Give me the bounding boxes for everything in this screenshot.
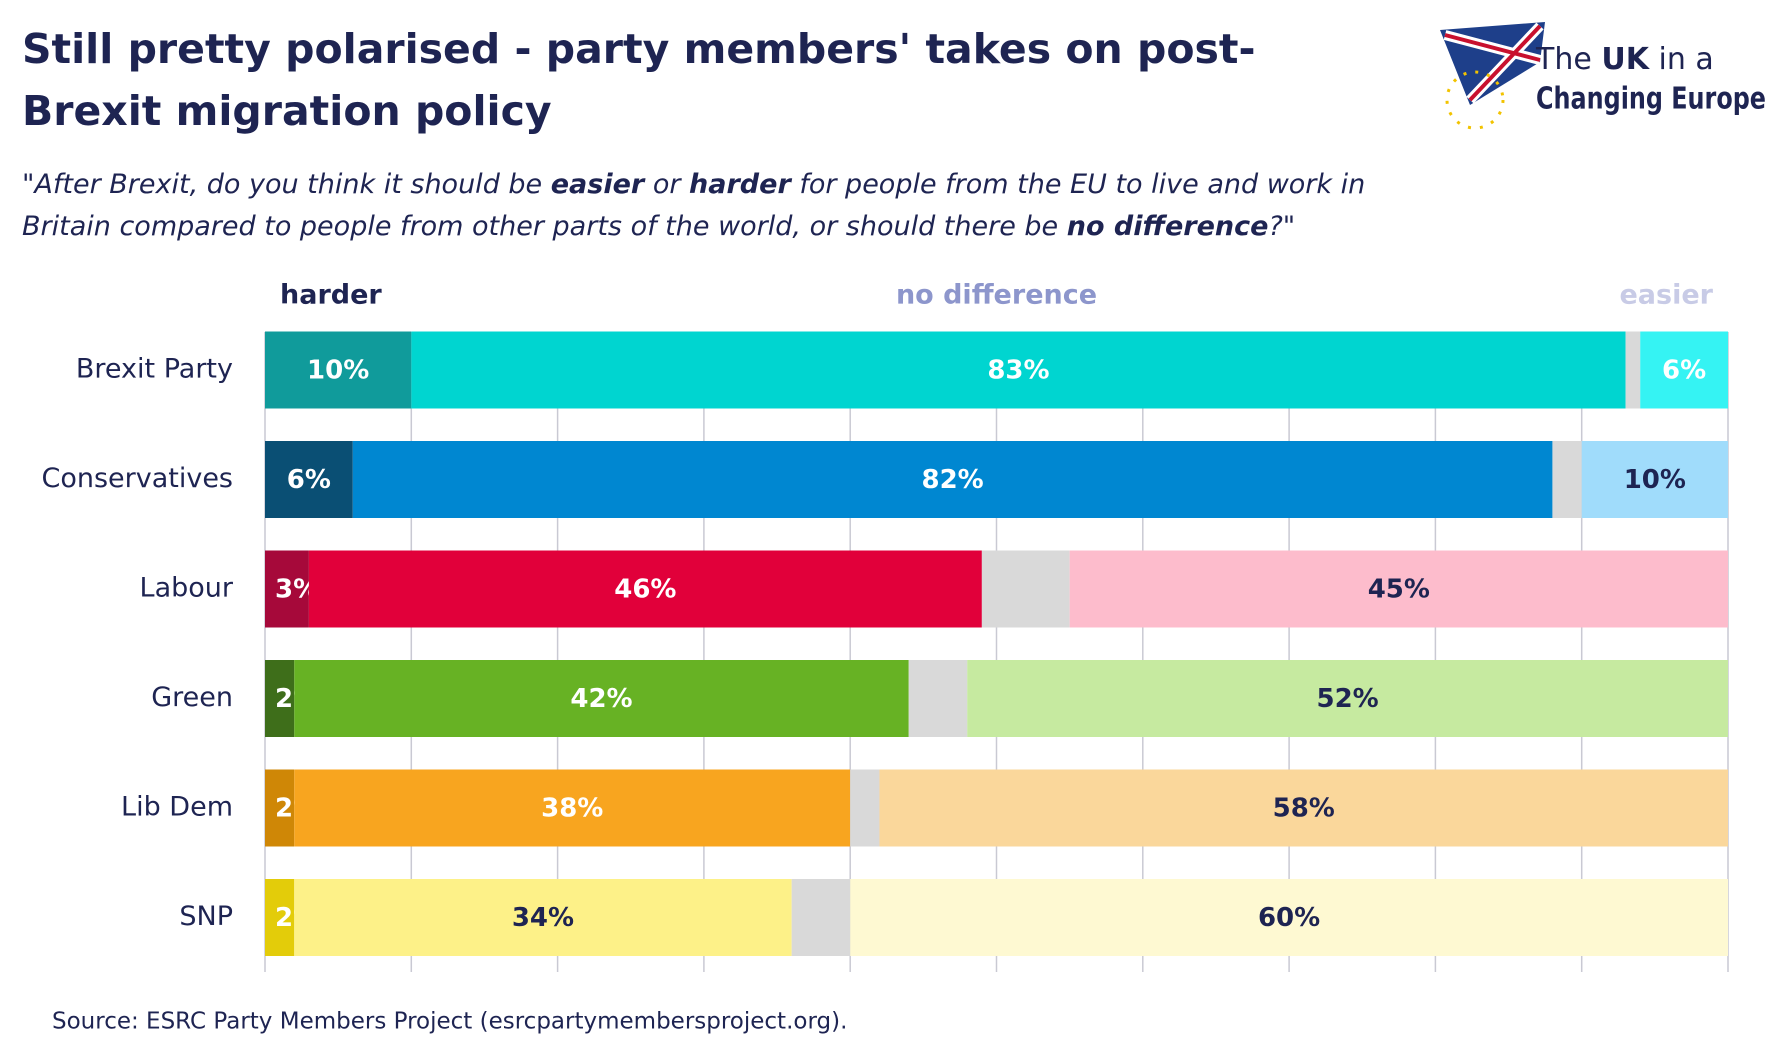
bar-segment — [1640, 331, 1728, 409]
legend-label: harder — [280, 280, 382, 311]
subtitle-emphasis: harder — [689, 169, 791, 200]
value-label: 34% — [512, 903, 574, 933]
bar-segment — [850, 879, 1728, 956]
value-label: 10% — [1624, 465, 1686, 495]
bar-segment — [265, 879, 295, 956]
logo: The UK in a Changing Europe — [1440, 22, 1766, 130]
bar-segment — [791, 879, 851, 956]
value-label: 6% — [287, 465, 331, 495]
logo-stars — [1445, 70, 1505, 130]
bar-segment — [967, 660, 1728, 737]
y-tick-label: Green — [151, 682, 233, 713]
subtitle-emphasis: easier — [550, 169, 645, 200]
bar-segment — [294, 660, 909, 737]
y-tick-label: Brexit Party — [76, 354, 233, 385]
subtitle-text: ?" — [1268, 211, 1296, 242]
value-label: 6% — [1662, 356, 1706, 386]
logo-flag-cross — [1444, 24, 1542, 102]
logo-text: The — [1535, 42, 1592, 77]
subtitle-emphasis: no difference — [1066, 211, 1269, 242]
legend-label: easier — [1620, 280, 1714, 311]
subtitle-text: or — [644, 169, 690, 200]
bar-segment — [1069, 550, 1728, 628]
y-tick-label: Labour — [140, 573, 234, 604]
bar-segment — [265, 331, 412, 409]
value-label: 82% — [921, 465, 983, 495]
bar-segment — [850, 769, 880, 847]
bar-segment — [265, 441, 353, 518]
value-label: 45% — [1368, 575, 1430, 605]
y-tick-label: Lib Dem — [121, 792, 233, 823]
bar-segment — [908, 660, 968, 737]
value-label: 52% — [1317, 684, 1379, 714]
bar-segment — [265, 769, 295, 847]
y-tick-label: Conservatives — [41, 463, 233, 494]
value-label: 42% — [570, 684, 632, 714]
logo-text: The UK in a — [1535, 42, 1714, 77]
value-label: 10% — [307, 356, 369, 386]
logo-text: Changing Europe — [1536, 82, 1766, 117]
bar-segment — [1552, 441, 1582, 518]
logo-text: UK — [1601, 42, 1650, 77]
value-label: 46% — [614, 575, 676, 605]
chart-title: Still pretty polarised - party members' … — [22, 25, 1256, 135]
subtitle: "After Brexit, do you think it should be… — [22, 164, 1392, 248]
bar-segment — [1581, 441, 1728, 518]
subtitle-text: for people from the EU to live and work … — [22, 169, 1366, 242]
bar-segment — [294, 879, 792, 956]
bar-segment — [879, 769, 1728, 847]
bar-segment — [308, 550, 982, 628]
source: Source: ESRC Party Members Project (esrc… — [52, 1009, 847, 1035]
bar-segment — [352, 441, 1553, 518]
bar-segment — [1625, 331, 1641, 409]
grid — [264, 332, 1729, 972]
legend-label: no difference — [896, 280, 1097, 311]
value-label: 60% — [1258, 903, 1320, 933]
value-label: 83% — [987, 356, 1049, 386]
bar-segment — [265, 660, 295, 737]
bar-segment — [265, 550, 309, 628]
bar-segment — [294, 769, 851, 847]
y-tick-label: SNP — [179, 901, 233, 932]
bar-segment — [981, 550, 1070, 628]
value-label: 58% — [1273, 794, 1335, 824]
value-label: 38% — [541, 794, 603, 824]
bar-segment — [411, 331, 1626, 409]
logo-text: in a — [1659, 42, 1714, 77]
subtitle-text: "After Brexit, do you think it should be — [22, 169, 551, 200]
